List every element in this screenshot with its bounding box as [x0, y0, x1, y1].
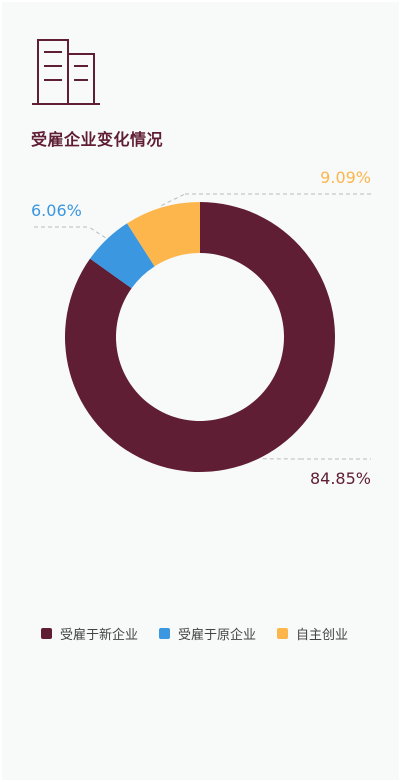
legend-label: 自主创业 — [296, 628, 349, 643]
legend-item[interactable]: 受雇于原企业 — [159, 624, 256, 643]
label-leader-line — [161, 193, 186, 206]
building-icon — [32, 39, 100, 105]
legend-item[interactable]: 自主创业 — [277, 624, 348, 643]
donut-slice[interactable] — [64, 202, 336, 472]
donut-slice[interactable] — [127, 202, 200, 267]
legend-label: 受雇于原企业 — [178, 628, 257, 643]
data-label: 6.06% — [31, 201, 82, 220]
chart-title: 受雇企业变化情况 — [31, 130, 164, 149]
donut-slice[interactable] — [90, 223, 155, 289]
legend-item[interactable]: 受雇于新企业 — [41, 624, 138, 643]
legend-label: 受雇于新企业 — [60, 628, 139, 643]
label-leader-line — [88, 226, 106, 239]
data-label: 9.09% — [320, 168, 371, 187]
legend-swatch — [41, 628, 52, 639]
data-label: 84.85% — [310, 469, 371, 488]
legend-swatch — [277, 628, 289, 639]
chart-legend: 受雇于新企业 受雇于原企业 自主创业 — [41, 624, 369, 643]
legend-swatch — [159, 628, 171, 639]
